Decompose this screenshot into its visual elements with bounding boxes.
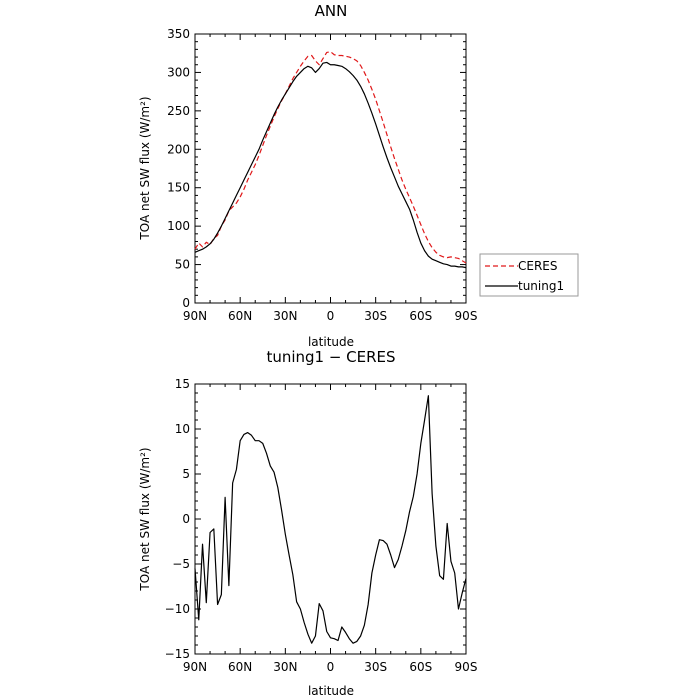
top-chart-y-tick-label: 0 — [182, 296, 190, 310]
bottom-chart-plot-area: 90N 60N 30N 0 30S 60S 90S −15 −10 −5 0 5 10 15 — [165, 377, 478, 674]
bottom-chart-y-tick-label: 5 — [182, 467, 190, 481]
bottom-chart-x-tick-label: 90N — [183, 660, 207, 674]
top-chart-x-tick-label: 60S — [409, 309, 432, 323]
top-chart-y-tick-label: 300 — [167, 65, 190, 79]
bottom-chart-y-tick-label: 15 — [175, 377, 190, 391]
bottom-chart-y-tick-label: 0 — [182, 512, 190, 526]
top-chart-y-tick-label: 50 — [175, 258, 190, 272]
top-chart-y-tick-label: 350 — [167, 27, 190, 41]
top-chart: ANN 90N 60N 30N 0 30S 60S 90S 0 50 100 150 200 250 30… — [138, 2, 579, 349]
bottom-chart-x-axis-label: latitude — [308, 684, 354, 698]
bottom-chart-x-tick-label: 60N — [228, 660, 252, 674]
top-chart-x-tick-label: 30S — [364, 309, 387, 323]
top-chart-y-tick-label: 200 — [167, 142, 190, 156]
top-chart-title: ANN — [315, 2, 348, 20]
top-chart-series-tuning1-line — [194, 61, 467, 269]
top-chart-x-tick-label: 30N — [273, 309, 297, 323]
top-chart-y-tick-label: 100 — [167, 219, 190, 233]
bottom-chart-x-tick-label: 90S — [455, 660, 478, 674]
legend-box — [479, 253, 579, 297]
top-chart-x-tick-label: 90S — [455, 309, 478, 323]
bottom-chart: tuning1 − CERES 90N 60N 30N 0 30S 60S 90S −15 −1… — [138, 348, 477, 698]
top-chart-x-tick-label: 90N — [183, 309, 207, 323]
top-chart-frame — [194, 33, 467, 304]
top-chart-x-tick-label: 60N — [228, 309, 252, 323]
bottom-chart-title: tuning1 − CERES — [266, 348, 395, 366]
bottom-chart-y-tick-label: 10 — [175, 422, 190, 436]
top-chart-series-ceres-line — [194, 51, 467, 264]
bottom-chart-y-axis-label: TOA net SW flux (W/m²) — [138, 447, 152, 591]
legend-label-ceres: CERES — [518, 259, 558, 273]
top-chart-y-axis-label: TOA net SW flux (W/m²) — [138, 96, 152, 240]
top-chart-y-tick-label: 250 — [167, 104, 190, 118]
bottom-chart-x-tick-label: 60S — [409, 660, 432, 674]
bottom-chart-y-tick-label: −5 — [172, 557, 190, 571]
top-chart-legend: CERES tuning1 — [479, 253, 579, 297]
top-chart-x-tick-label: 0 — [327, 309, 335, 323]
bottom-chart-series-difference-line — [194, 395, 467, 644]
legend-label-tuning1: tuning1 — [518, 279, 564, 293]
bottom-chart-y-tick-label: −15 — [165, 647, 190, 661]
bottom-chart-x-tick-label: 30N — [273, 660, 297, 674]
bottom-chart-frame — [194, 383, 467, 655]
bottom-chart-x-tick-label: 0 — [327, 660, 335, 674]
top-chart-x-axis-label: latitude — [308, 335, 354, 349]
bottom-chart-y-tick-label: −10 — [165, 602, 190, 616]
bottom-chart-x-tick-label: 30S — [364, 660, 387, 674]
top-chart-plot-area: 90N 60N 30N 0 30S 60S 90S 0 50 100 150 200 250 300 350 — [167, 27, 477, 323]
top-chart-y-tick-label: 150 — [167, 181, 190, 195]
